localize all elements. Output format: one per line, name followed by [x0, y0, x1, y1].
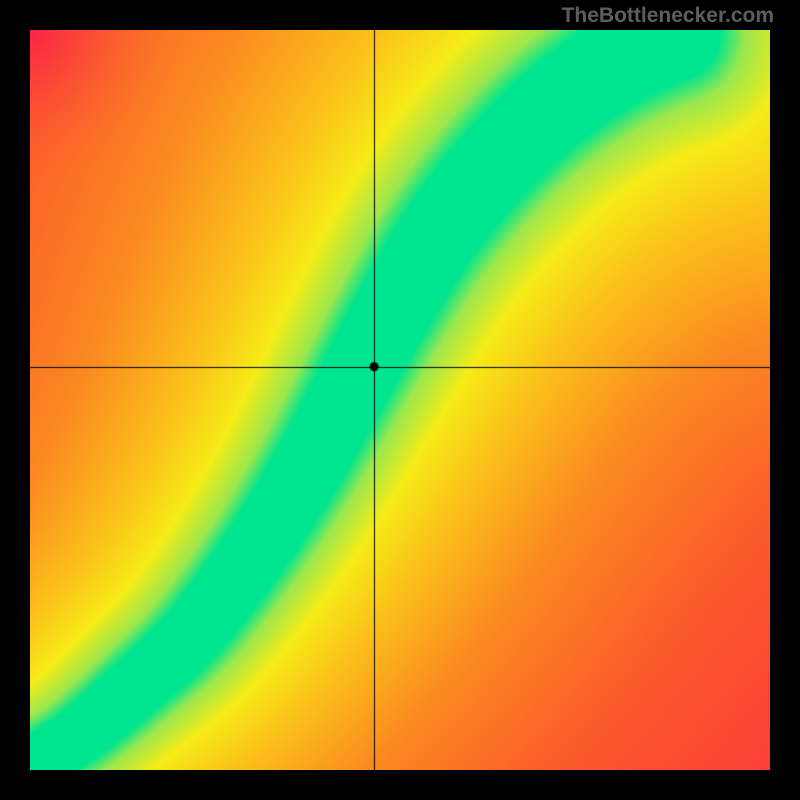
watermark-text: TheBottlenecker.com: [562, 4, 774, 28]
bottleneck-heatmap: [30, 30, 770, 770]
chart-frame: TheBottlenecker.com: [0, 0, 800, 800]
